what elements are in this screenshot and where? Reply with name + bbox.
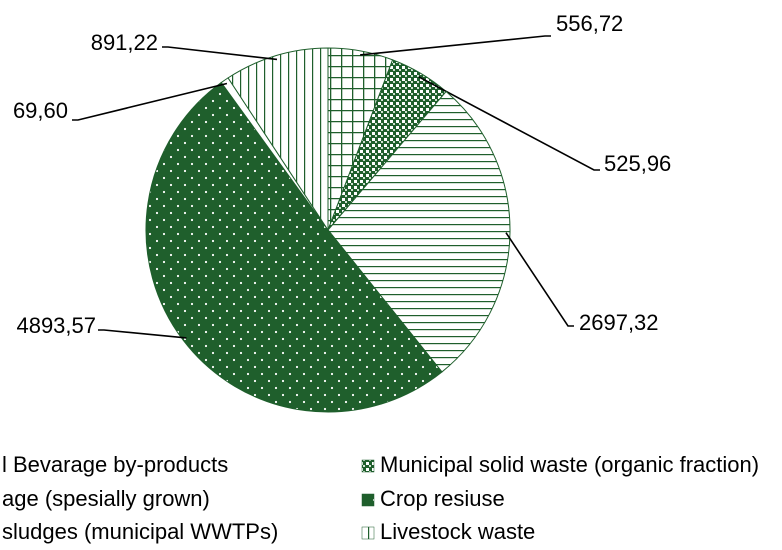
legend-marker bbox=[361, 526, 375, 540]
data-label: 69,60 bbox=[13, 98, 68, 123]
legend-label: sludges (municipal WWTPs) bbox=[2, 519, 278, 544]
leader-line bbox=[505, 232, 574, 327]
legend-label: l Bevarage by-products bbox=[2, 452, 228, 477]
leader-line bbox=[418, 76, 600, 171]
legend-label: age (spesially grown) bbox=[2, 486, 210, 511]
leader-line bbox=[360, 35, 551, 56]
data-label: 556,72 bbox=[556, 11, 623, 36]
pie-slice bbox=[327, 90, 511, 373]
leader-line bbox=[98, 329, 187, 339]
pie-slice bbox=[145, 81, 443, 413]
data-label: 525,96 bbox=[604, 151, 671, 176]
data-label: 891,22 bbox=[91, 30, 158, 55]
legend-marker bbox=[361, 459, 375, 473]
legend-label: Livestock waste bbox=[380, 519, 535, 544]
legend-label: Crop resiuse bbox=[380, 486, 505, 511]
leader-line bbox=[72, 82, 228, 121]
leader-line bbox=[162, 46, 278, 61]
pie-slice bbox=[227, 47, 329, 232]
data-label: 4893,57 bbox=[16, 313, 96, 338]
data-label: 2697,32 bbox=[579, 310, 659, 335]
legend-marker bbox=[361, 493, 375, 507]
legend-label: Municipal solid waste (organic fraction) bbox=[380, 452, 759, 477]
